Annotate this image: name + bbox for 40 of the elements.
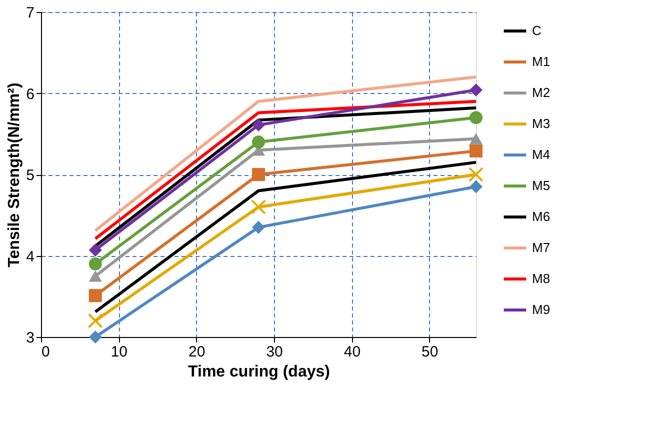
point: [469, 111, 483, 124]
legend-label: M1: [532, 54, 550, 69]
y-tick-label: 4: [26, 248, 34, 266]
legend-label: M6: [532, 209, 550, 224]
y-axis-title: Tensile Strength(N/mm²): [6, 82, 24, 268]
point: [88, 270, 102, 282]
legend-label: M7: [532, 240, 550, 255]
point: [252, 220, 266, 234]
y-tick-label: 5: [26, 167, 34, 184]
x-tick-label: 30: [266, 344, 283, 360]
legend-label: M9: [532, 302, 550, 317]
legend-label: M4: [532, 147, 550, 162]
x-tick-label: 0: [42, 344, 50, 360]
point: [250, 199, 266, 215]
x-tick-label: 20: [188, 344, 206, 360]
point: [88, 257, 102, 270]
point: [469, 133, 483, 144]
point: [252, 118, 266, 132]
point: [469, 83, 483, 97]
point: [252, 168, 266, 182]
x-tick-label: 40: [344, 344, 361, 360]
legend-label: M3: [532, 116, 550, 131]
point: [252, 135, 266, 149]
point: [469, 180, 483, 194]
y-tick-label: 7: [26, 4, 34, 22]
point: [88, 313, 103, 328]
point: [468, 166, 484, 182]
x-tick-label: 10: [110, 344, 128, 360]
legend-label: M8: [532, 271, 550, 286]
legend-label: M2: [532, 85, 550, 100]
y-tick-label: 6: [26, 86, 34, 103]
legend-label: M5: [532, 178, 550, 193]
x-axis-title: Time curing (days): [188, 364, 330, 380]
point: [88, 330, 102, 344]
point: [88, 289, 102, 302]
y-tick-label: 3: [26, 330, 34, 346]
point: [88, 244, 102, 257]
point: [469, 144, 483, 158]
x-tick-label: 50: [422, 344, 438, 360]
legend-label: C: [532, 23, 542, 38]
